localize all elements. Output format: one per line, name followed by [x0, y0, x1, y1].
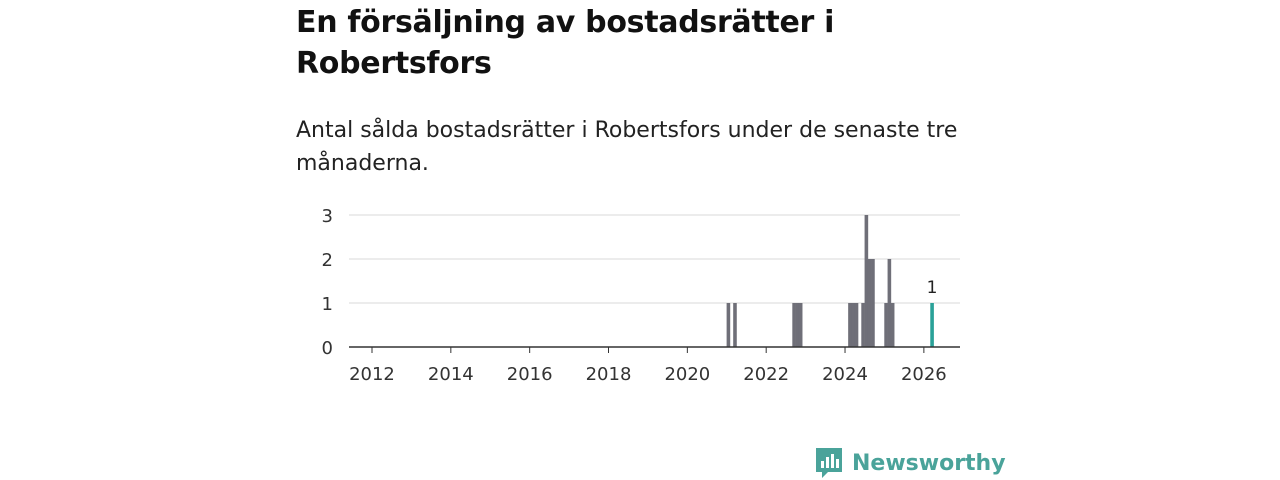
y-tick-label: 1	[322, 294, 333, 315]
bar	[848, 303, 852, 347]
y-tick-label: 2	[322, 250, 333, 271]
brand-logo[interactable]: Newsworthy	[814, 446, 1006, 480]
page-title: En försäljning av bostadsrätter i Robert…	[296, 5, 835, 81]
brand-name: Newsworthy	[852, 450, 1006, 476]
chart-header: En försäljning av bostadsrätter i Robert…	[296, 0, 976, 84]
newsworthy-logo-icon	[816, 448, 842, 478]
x-tick-label: 2018	[586, 364, 632, 385]
x-tick-label: 2020	[664, 364, 710, 385]
x-tick-label: 2022	[743, 364, 789, 385]
x-tick-label: 2016	[507, 364, 553, 385]
bar	[867, 259, 872, 347]
bar	[864, 215, 869, 347]
x-tick-label: 2014	[428, 364, 474, 385]
bar	[795, 303, 800, 347]
bar	[726, 303, 731, 347]
bar	[890, 303, 895, 347]
x-tick-label: 2012	[349, 364, 395, 385]
bar	[884, 303, 888, 347]
bar	[871, 259, 875, 347]
bar	[798, 303, 803, 347]
chart-subtitle: Antal sålda bostadsrätter i Robertsfors …	[296, 118, 958, 176]
bar	[792, 303, 796, 347]
bar	[733, 303, 737, 347]
data-label: 1	[927, 278, 938, 298]
sales-bar-chart: 0 1 2 3 2012 2014 2016 2018 2020 2022 2024 2026 1	[322, 206, 960, 385]
x-tick-label: 2026	[901, 364, 947, 385]
bar	[851, 303, 856, 347]
bar-highlight	[930, 303, 934, 347]
bar	[854, 303, 859, 347]
x-tick-label: 2024	[822, 364, 868, 385]
bar	[861, 303, 865, 347]
y-tick-label: 3	[322, 206, 333, 227]
bar	[887, 259, 892, 347]
y-tick-label: 0	[322, 338, 333, 359]
